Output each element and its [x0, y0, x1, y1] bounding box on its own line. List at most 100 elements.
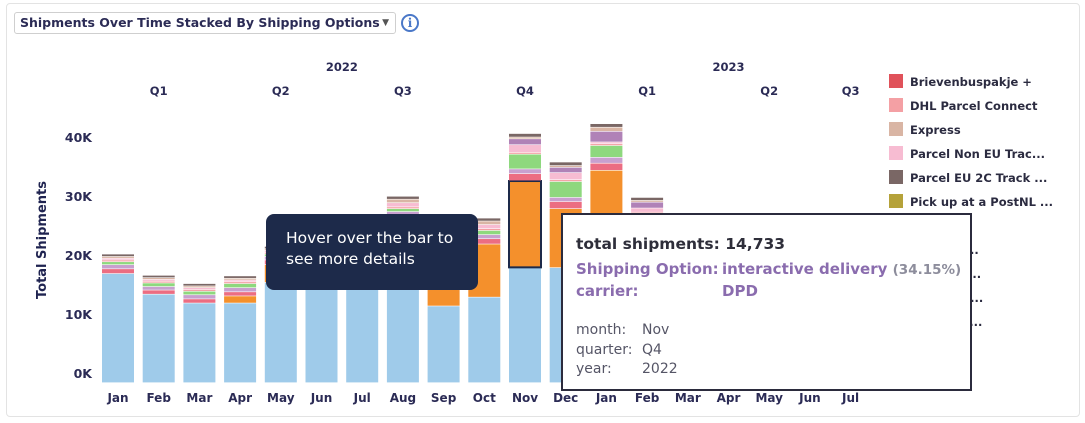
bar-segment[interactable]: [590, 142, 623, 144]
bar-segment[interactable]: [468, 230, 501, 235]
bar-segment[interactable]: [224, 303, 257, 383]
bar-segment[interactable]: [508, 180, 542, 269]
bar-segment[interactable]: [142, 290, 175, 294]
bar-segment[interactable]: [183, 289, 216, 291]
bar-segment[interactable]: [509, 267, 541, 383]
legend-swatch[interactable]: [889, 98, 903, 112]
bar-segment[interactable]: [142, 294, 175, 383]
bar-segment[interactable]: [224, 278, 257, 280]
info-icon[interactable]: i: [401, 14, 419, 32]
bar-segment[interactable]: [264, 282, 297, 383]
bar-segment[interactable]: [183, 283, 216, 286]
x-tick-label: Mar: [186, 391, 212, 405]
bar-segment[interactable]: [549, 181, 582, 198]
bar-segment[interactable]: [224, 282, 257, 284]
bar-tooltip: total shipments: 14,733 Shipping Option:…: [561, 213, 972, 391]
bar-segment[interactable]: [386, 208, 419, 212]
bar-segment[interactable]: [468, 297, 501, 383]
bar-segment[interactable]: [183, 286, 216, 288]
bar-segment[interactable]: [509, 152, 541, 154]
bar-segment[interactable]: [468, 224, 501, 229]
bar-segment[interactable]: [142, 286, 175, 290]
bar-segment[interactable]: [386, 199, 419, 203]
bar-segment[interactable]: [183, 299, 216, 303]
year-label: 2023: [712, 60, 744, 74]
y-tick-label: 30K: [65, 189, 93, 204]
bar-segment[interactable]: [509, 133, 541, 137]
chart-type-select[interactable]: Shipments Over Time Stacked By Shipping …: [14, 12, 396, 34]
bar-segment[interactable]: [509, 139, 541, 145]
bar-segment[interactable]: [224, 288, 257, 292]
bar-segment[interactable]: [590, 123, 623, 127]
bar-segment[interactable]: [590, 163, 623, 170]
bar-segment[interactable]: [224, 276, 257, 278]
bar-segment[interactable]: [509, 169, 541, 174]
legend-swatch[interactable]: [889, 146, 903, 160]
bar-segment[interactable]: [183, 303, 216, 383]
bar-segment[interactable]: [224, 283, 257, 288]
bar-segment[interactable]: [102, 254, 134, 257]
bar-segment[interactable]: [631, 202, 664, 208]
bar-segment[interactable]: [102, 265, 134, 269]
x-tick-label: Aug: [390, 391, 416, 405]
bar-segment[interactable]: [142, 275, 175, 278]
bar-segment[interactable]: [549, 165, 582, 168]
bar-segment[interactable]: [386, 203, 419, 207]
bar-segment[interactable]: [102, 269, 134, 274]
bar-segment[interactable]: [386, 196, 419, 199]
bar-segment[interactable]: [509, 145, 541, 153]
bar-segment[interactable]: [590, 131, 623, 142]
bar-segment[interactable]: [590, 144, 623, 146]
bar-segment[interactable]: [386, 211, 419, 216]
bar-segment[interactable]: [468, 239, 501, 244]
bar-segment[interactable]: [468, 229, 501, 231]
bar-segment[interactable]: [142, 283, 175, 287]
bar-segment[interactable]: [549, 172, 582, 180]
legend-swatch[interactable]: [889, 170, 903, 184]
legend-swatch[interactable]: [889, 122, 903, 136]
bar-segment[interactable]: [631, 208, 664, 212]
bar-segment[interactable]: [549, 162, 582, 166]
x-tick-label: Dec: [553, 391, 578, 405]
bar-segment[interactable]: [142, 277, 175, 280]
bar-segment[interactable]: [346, 276, 379, 383]
legend-swatch[interactable]: [889, 74, 903, 88]
bar-segment[interactable]: [183, 288, 216, 290]
bar-segment[interactable]: [549, 167, 582, 173]
bar-segment[interactable]: [509, 173, 541, 181]
bar-segment[interactable]: [590, 127, 623, 132]
bar-segment[interactable]: [224, 280, 257, 282]
bar-segment[interactable]: [468, 221, 501, 225]
y-tick-label: 0K: [74, 366, 94, 381]
bar-segment[interactable]: [427, 306, 460, 383]
bar-segment[interactable]: [102, 273, 134, 383]
bar-segment[interactable]: [142, 281, 175, 283]
bar-segment[interactable]: [102, 256, 134, 258]
bar-segment[interactable]: [468, 218, 501, 221]
hover-hint-line2: see more details: [286, 250, 415, 268]
bar-segment[interactable]: [102, 260, 134, 262]
tooltip-quarter: quarter: Q4: [576, 342, 662, 358]
bar-segment[interactable]: [305, 273, 338, 383]
bar-segment[interactable]: [509, 137, 541, 139]
bar-segment[interactable]: [142, 279, 175, 281]
bar-segment[interactable]: [590, 157, 623, 163]
bar-segment[interactable]: [386, 207, 419, 209]
bar-segment[interactable]: [549, 201, 582, 209]
bar-segment[interactable]: [224, 296, 257, 303]
bar-segment[interactable]: [183, 291, 216, 295]
bar-segment[interactable]: [631, 200, 664, 202]
legend-swatch[interactable]: [889, 194, 903, 208]
bar-segment[interactable]: [183, 295, 216, 299]
bar-segment[interactable]: [102, 262, 134, 265]
bar-segment[interactable]: [509, 154, 541, 169]
bar-segment[interactable]: [631, 197, 664, 201]
x-tick-label: Jan: [595, 391, 617, 405]
bar-segment[interactable]: [224, 292, 257, 296]
bar-segment[interactable]: [549, 180, 582, 182]
bar-segment[interactable]: [549, 197, 582, 202]
bar-segment[interactable]: [590, 145, 623, 158]
bar-segment[interactable]: [468, 234, 501, 239]
bar-segment[interactable]: [102, 258, 134, 260]
legend-label: Pick up at a PostNL ...: [910, 195, 1053, 209]
